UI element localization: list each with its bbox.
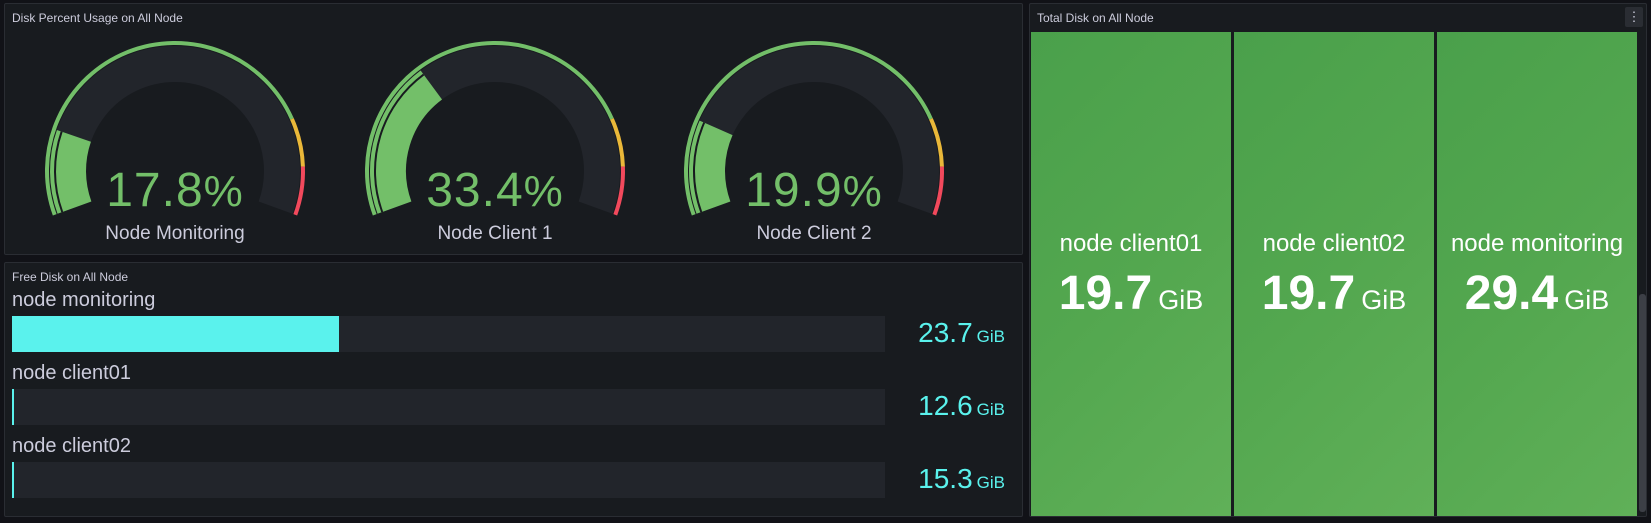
gauge-value-edge [54, 131, 64, 213]
bar-name: node client01 [12, 362, 131, 384]
gauge-threshold [929, 118, 944, 167]
tile-value: 19.7 GiB [1261, 267, 1407, 320]
gauge-value: 33.4% [426, 164, 564, 217]
bar-fill [12, 462, 14, 498]
tile-value: 19.7 GiB [1058, 267, 1204, 320]
gauge-node-client-1: 33.4% Node Client 1 [355, 40, 635, 250]
bar-track [12, 462, 885, 498]
stat-tile-node-client02: node client02 19.7 GiB [1234, 32, 1434, 516]
tile-value: 29.4 GiB [1464, 267, 1610, 320]
bar-name: node client02 [12, 435, 131, 457]
gauge-value-arc [689, 120, 733, 214]
bar-row-node-client02: node client02 15.3 GiB [12, 435, 1017, 505]
bar-row-node-monitoring: node monitoring 23.7 GiB [12, 289, 1017, 359]
gauge-dial [684, 41, 944, 216]
gauge-threshold [613, 166, 625, 216]
gauge-label: Node Client 2 [756, 223, 872, 244]
tile-name: node client01 [1059, 230, 1203, 257]
gauge-threshold [932, 166, 944, 216]
gauge-value-arc [50, 129, 92, 214]
gauge-value-edge [374, 73, 425, 213]
gauge-threshold [293, 166, 305, 216]
panel-title[interactable]: Free Disk on All Node [12, 270, 129, 284]
bar-fill [12, 389, 14, 425]
total-disk-panel: Total Disk on All Node ⋮ node client01 1… [1029, 3, 1647, 517]
gauge-threshold [610, 118, 625, 167]
gauge-threshold [290, 118, 305, 167]
gauge-label: Node Monitoring [105, 223, 245, 244]
tile-name: node monitoring [1450, 230, 1624, 257]
stat-tile-node-client01: node client01 19.7 GiB [1031, 32, 1231, 516]
gauge-node-client-2: 19.9% Node Client 2 [674, 40, 954, 250]
gauge-dial [365, 41, 625, 216]
gauge-threshold [684, 41, 933, 216]
gauge-dial [45, 41, 305, 216]
bar-fill [12, 316, 340, 352]
bar-track [12, 316, 885, 352]
bar-value: 15.3 GiB [918, 463, 1005, 494]
gauge-node-monitoring: 17.8% Node Monitoring [35, 40, 315, 250]
bar-value: 23.7 GiB [918, 317, 1005, 348]
panel-title[interactable]: Disk Percent Usage on All Node [12, 11, 183, 25]
gauge-value-edge [693, 122, 706, 213]
kebab-menu-icon[interactable]: ⋮ [1625, 7, 1643, 27]
gauge-value: 17.8% [106, 164, 244, 217]
gauge-threshold [365, 41, 614, 216]
tile-name: node client02 [1262, 230, 1406, 257]
gauge-label: Node Client 1 [437, 223, 553, 244]
scrollbar[interactable] [1639, 294, 1646, 512]
gauge-threshold [45, 41, 294, 216]
bar-row-node-client01: node client01 12.6 GiB [12, 362, 1017, 432]
bar-track [12, 389, 885, 425]
panel-title[interactable]: Total Disk on All Node [1037, 11, 1154, 25]
disk-percent-usage-panel: Disk Percent Usage on All Node 17.8% Nod… [4, 3, 1023, 255]
gauge-value-arc [370, 70, 443, 214]
stat-tile-node-monitoring: node monitoring 29.4 GiB [1437, 32, 1637, 516]
bar-name: node monitoring [12, 289, 156, 311]
gauge-value: 19.9% [745, 164, 883, 217]
bar-value: 12.6 GiB [918, 390, 1005, 421]
free-disk-panel: Free Disk on All Node node monitoring 23… [4, 262, 1023, 517]
